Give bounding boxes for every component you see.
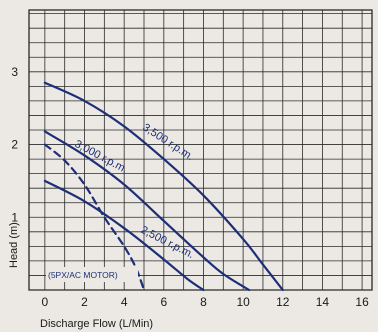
series-line-0 xyxy=(43,81,284,292)
y-tick-label: 2 xyxy=(11,138,18,152)
motor-annotation: (5PX/AC MOTOR) xyxy=(48,270,118,280)
x-axis-title: Discharge Flow (L/Min) xyxy=(40,318,153,330)
series-line-2 xyxy=(43,179,205,292)
annotation-box xyxy=(46,267,138,282)
y-tick-label: 1 xyxy=(11,210,18,224)
x-tick-label: 0 xyxy=(42,295,49,309)
x-tick-label: 10 xyxy=(236,295,250,309)
x-tick-label: 14 xyxy=(316,295,330,309)
y-tick-label: 3 xyxy=(11,65,18,79)
x-tick-label: 2 xyxy=(81,295,88,309)
y-axis-title: Head (m) xyxy=(8,222,20,268)
series-label-3500: 3,500 r.p.m. xyxy=(140,121,195,163)
x-tick-label: 4 xyxy=(121,295,128,309)
x-tick-label: 6 xyxy=(160,295,167,309)
series-line-1 xyxy=(43,130,251,292)
x-tick-label: 16 xyxy=(355,295,369,309)
x-tick-label: 8 xyxy=(200,295,207,309)
x-tick-label: 12 xyxy=(276,295,290,309)
series-label-3000: 3,000 r.p.m. xyxy=(73,138,130,176)
